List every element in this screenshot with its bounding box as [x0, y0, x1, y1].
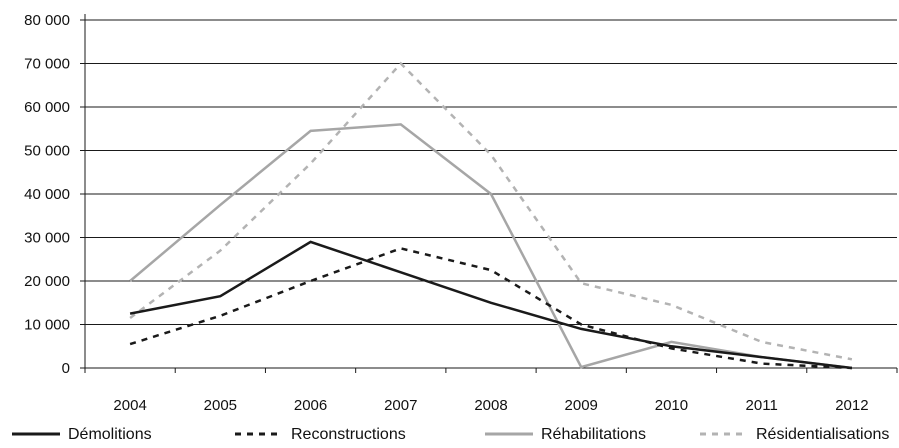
y-tick-label: 20 000	[24, 273, 70, 290]
y-tick-label: 80 000	[24, 12, 70, 29]
y-tick-label: 50 000	[24, 143, 70, 160]
x-tick-label: 2011	[746, 397, 778, 414]
axes	[80, 14, 898, 373]
gridlines	[85, 19, 897, 325]
x-tick-label: 2008	[474, 397, 507, 414]
series-line-résidentialisations	[129, 61, 853, 361]
x-tick-label: 2012	[835, 397, 868, 414]
y-tick-label: 40 000	[24, 186, 70, 203]
x-tick-label: 2005	[204, 397, 237, 414]
y-tick-label: 10 000	[24, 317, 70, 334]
tick-labels: 0 10 000 20 000 30 000 40 000 50 000 60 000 70 …	[24, 12, 868, 414]
legend-label: Réhabilitations	[541, 426, 646, 443]
legend-label: Reconstructions	[291, 426, 406, 443]
y-tick-label: 30 000	[24, 230, 70, 247]
y-tick-label: 60 000	[24, 99, 70, 116]
legend-label: Résidentialisations	[756, 426, 889, 443]
series-line-reconstructions	[129, 247, 852, 370]
x-tick-label: 2007	[384, 397, 417, 414]
series-lines	[129, 61, 853, 370]
x-tick-label: 2009	[565, 397, 598, 414]
legend-label: Démolitions	[68, 426, 152, 443]
series-line-démolitions	[129, 240, 853, 370]
x-tick-label: 2010	[655, 397, 688, 414]
y-tick-label: 0	[62, 360, 70, 377]
y-tick-label: 70 000	[24, 56, 70, 73]
x-tick-label: 2006	[294, 397, 327, 414]
x-tick-label: 2004	[113, 397, 146, 414]
legend: Démolitions Reconstructions Réhabilitation…	[12, 426, 889, 443]
series-line-réhabilitations	[129, 123, 853, 370]
